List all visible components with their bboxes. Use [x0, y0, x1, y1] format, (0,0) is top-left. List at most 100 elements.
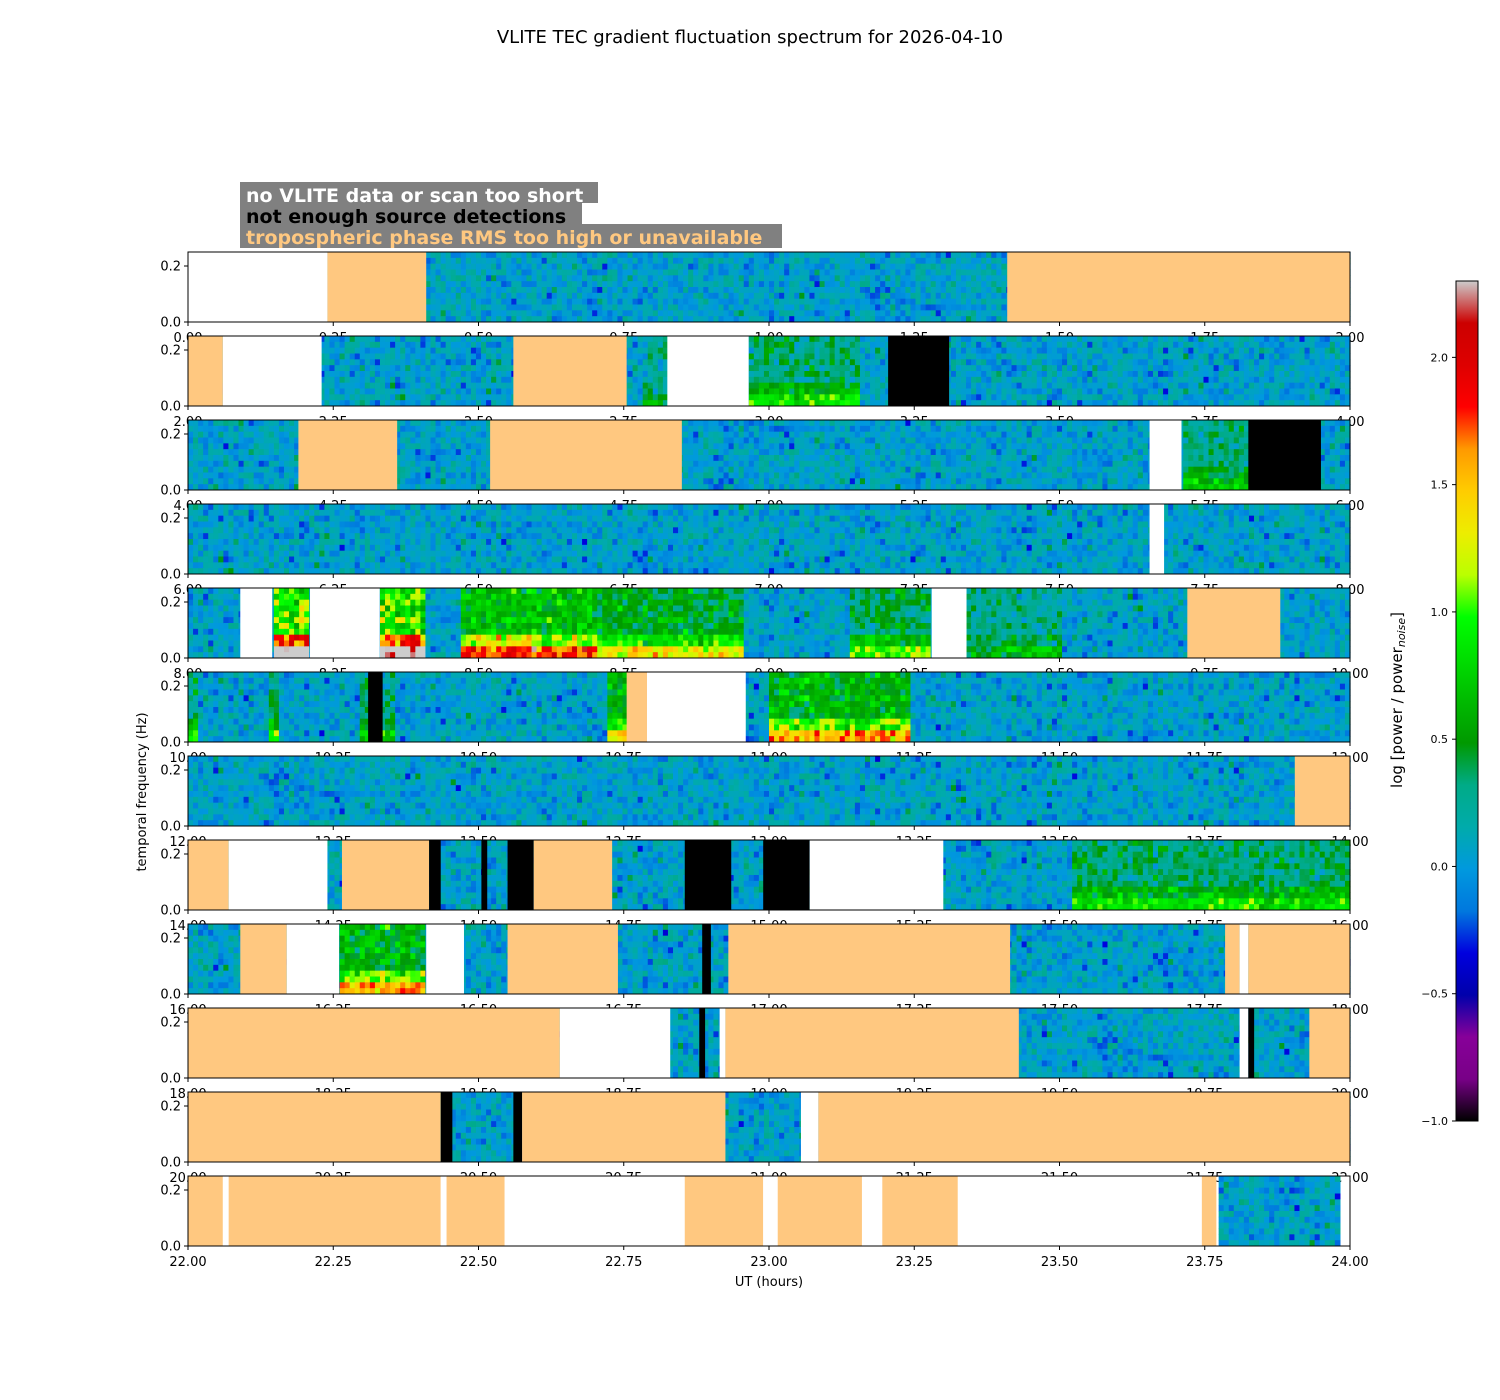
heatmap-cell — [743, 263, 750, 270]
heatmap-cell — [1051, 388, 1058, 395]
heatmap-cell — [541, 257, 548, 265]
heatmap-cell — [1067, 376, 1073, 384]
heatmap-cell — [662, 257, 669, 265]
heatmap-cell — [839, 310, 846, 317]
heatmap-cell — [1041, 394, 1048, 401]
flag-white — [188, 252, 328, 322]
heatmap-cell — [1001, 341, 1008, 349]
heatmap-cell — [556, 298, 563, 305]
heatmap-cell — [642, 257, 649, 265]
heatmap-cell — [521, 304, 528, 311]
heatmap-cell — [566, 257, 573, 265]
heatmap-cell — [1041, 353, 1048, 360]
heatmap-cell — [1046, 388, 1053, 395]
heatmap-cell — [839, 287, 846, 294]
heatmap-cell — [496, 298, 502, 305]
heatmap-cell — [728, 287, 735, 294]
heatmap-cell — [1021, 382, 1028, 389]
heatmap-cell — [864, 365, 871, 372]
heatmap-cell — [986, 316, 992, 323]
heatmap-cell — [930, 287, 937, 294]
heatmap-cell — [415, 341, 421, 349]
heatmap-cell — [814, 376, 821, 384]
heatmap-cell — [496, 275, 502, 282]
heatmap-cell — [1092, 336, 1098, 343]
heatmap-cell — [1112, 376, 1119, 384]
heatmap-cell — [647, 359, 654, 366]
heatmap-cell — [910, 287, 917, 294]
heatmap-cell — [794, 287, 800, 294]
heatmap-cell — [839, 252, 846, 259]
heatmap-cell — [374, 371, 381, 378]
heatmap-cell — [329, 400, 336, 407]
heatmap-cell — [339, 371, 346, 378]
heatmap-cell — [930, 263, 937, 270]
heatmap-cell — [627, 257, 634, 265]
heatmap-cell — [627, 281, 634, 288]
heatmap-cell — [354, 353, 361, 360]
heatmap-cell — [1056, 336, 1063, 343]
heatmap-cell — [794, 394, 800, 401]
heatmap-cell — [506, 310, 512, 317]
heatmap-cell — [344, 359, 351, 366]
heatmap-cell — [844, 257, 851, 265]
heatmap-cell — [460, 275, 467, 282]
heatmap-cell — [652, 269, 659, 276]
heatmap-cell — [1016, 347, 1023, 354]
heatmap-cell — [834, 263, 841, 270]
heatmap-cell — [824, 382, 831, 389]
heatmap-cell — [769, 336, 775, 343]
heatmap-cell — [496, 304, 502, 311]
heatmap-cell — [824, 292, 831, 300]
heatmap-cell — [1092, 400, 1098, 407]
heatmap-cell — [496, 310, 502, 317]
heatmap-cell — [950, 292, 957, 300]
heatmap-cell — [369, 388, 376, 395]
heatmap-cell — [1011, 400, 1018, 407]
heatmap-cell — [925, 269, 932, 276]
heatmap-cell — [329, 394, 336, 401]
heatmap-cell — [875, 359, 881, 366]
heatmap-cell — [364, 365, 371, 372]
heatmap-cell — [657, 359, 664, 366]
heatmap-cell — [329, 376, 336, 384]
heatmap-cell — [814, 263, 821, 270]
heatmap-cell — [824, 304, 831, 311]
heatmap-cell — [966, 269, 972, 276]
heatmap-cell — [475, 316, 482, 323]
heatmap-cell — [950, 263, 957, 270]
heatmap-cell — [779, 336, 785, 343]
heatmap-cell — [470, 341, 477, 349]
heatmap-cell — [607, 304, 613, 311]
heatmap-cell — [455, 400, 462, 407]
heatmap-cell — [986, 341, 992, 349]
heatmap-cell — [486, 269, 492, 276]
heatmap-cell — [971, 359, 977, 366]
heatmap-cell — [779, 371, 785, 378]
heatmap-cell — [1092, 359, 1098, 366]
heatmap-cell — [642, 310, 649, 317]
heatmap-cell — [981, 275, 987, 282]
heatmap-cell — [344, 341, 351, 349]
heatmap-cell — [354, 336, 361, 343]
heatmap-cell — [481, 292, 487, 300]
heatmap-cell — [339, 336, 346, 343]
heatmap-cell — [470, 287, 477, 294]
heatmap-cell — [577, 287, 583, 294]
heatmap-cell — [415, 347, 421, 354]
heatmap-cell — [364, 388, 371, 395]
heatmap-cell — [662, 382, 669, 389]
heatmap-cell — [637, 292, 644, 300]
heatmap-cell — [728, 316, 735, 323]
heatmap-cell — [571, 269, 578, 276]
heatmap-cell — [577, 316, 583, 323]
heatmap-cell — [1082, 359, 1088, 366]
heatmap-cell — [602, 310, 608, 317]
heatmap-cell — [1021, 394, 1028, 401]
heatmap-cell — [395, 359, 401, 366]
heatmap-cell — [804, 292, 811, 300]
heatmap-cell — [981, 336, 987, 343]
heatmap-cell — [1077, 394, 1083, 401]
heatmap-cell — [440, 353, 447, 360]
heatmap-cell — [966, 310, 972, 317]
